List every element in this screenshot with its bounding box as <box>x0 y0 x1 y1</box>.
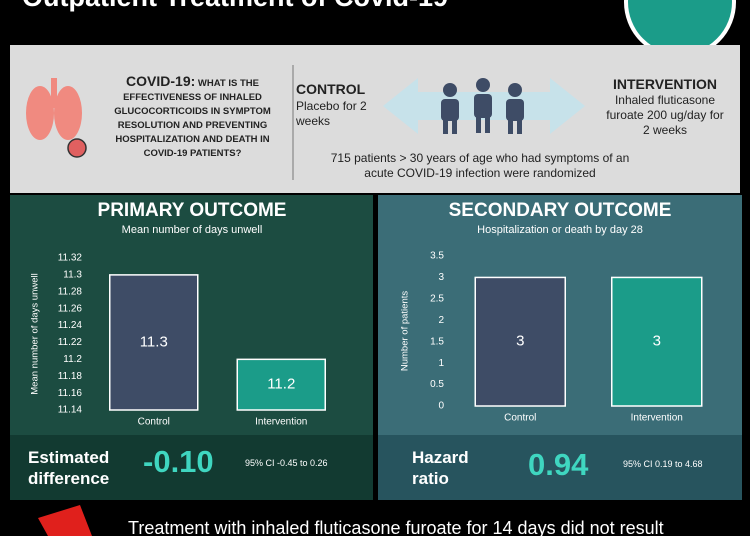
bar <box>236 358 326 411</box>
x-tick-label: Control <box>138 417 170 428</box>
question-lead: COVID-19: <box>126 73 196 89</box>
y-tick-label: 2 <box>438 315 444 326</box>
control-text: Placebo for 2 weeks <box>296 99 367 128</box>
bar <box>474 276 566 407</box>
control-title: CONTROL <box>296 81 366 97</box>
y-tick-label: 0.5 <box>430 379 444 390</box>
y-tick-label: 11.26 <box>58 303 83 314</box>
x-tick-label: Intervention <box>631 413 683 424</box>
secondary-result-panel <box>378 435 742 500</box>
chart-subtitle: Hospitalization or death by day 28 <box>477 224 643 236</box>
y-axis-label: Mean number of days unwell <box>30 273 41 394</box>
y-tick-label: 11.32 <box>58 253 83 264</box>
banner-bg <box>10 45 740 193</box>
result-ci: 95% CI 0.19 to 4.68 <box>623 459 703 469</box>
question-text: WHAT IS THE EFFECTIVENESS OF INHALED GLU… <box>114 78 271 159</box>
bar-value-label: 11.3 <box>140 333 168 350</box>
people-icon <box>441 78 524 134</box>
y-tick-label: 2.5 <box>430 293 444 304</box>
bar <box>109 274 199 411</box>
y-tick-label: 3 <box>438 272 444 283</box>
population: 715 patients > 30 years of age who had s… <box>330 151 630 180</box>
x-tick-label: Control <box>504 413 536 424</box>
lungs-icon <box>26 78 87 158</box>
chart-subtitle: Mean number of days unwell <box>122 224 263 236</box>
result-value: -0.10 <box>143 444 214 479</box>
y-tick-label: 11.16 <box>58 388 83 399</box>
result-value: 0.94 <box>528 447 589 482</box>
y-tick-label: 0 <box>438 401 444 412</box>
result-label: Estimated difference <box>28 448 110 488</box>
chart-title: PRIMARY OUTCOME <box>98 200 287 221</box>
chart-title: SECONDARY OUTCOME <box>449 200 672 221</box>
bar-value-label: 11.2 <box>267 376 295 393</box>
y-tick-label: 11.3 <box>63 270 82 281</box>
title: Outpatient Treatment of Covid-19 <box>22 0 448 13</box>
y-tick-label: 11.18 <box>58 371 83 382</box>
intervention-text: Inhaled fluticasone furoate 200 ug/day f… <box>606 93 724 137</box>
y-tick-label: 11.14 <box>58 405 83 416</box>
y-tick-label: 1.5 <box>430 336 444 347</box>
x-tick-label: Intervention <box>255 417 307 428</box>
result-ci: 95% CI -0.45 to 0.26 <box>245 458 328 468</box>
y-tick-label: 11.24 <box>58 320 83 331</box>
y-axis-label: Number of patients <box>400 291 411 372</box>
alert-icon <box>38 505 92 536</box>
y-tick-label: 1 <box>438 358 444 369</box>
result-label: Hazard ratio <box>412 448 469 488</box>
y-tick-label: 11.22 <box>58 337 83 348</box>
y-tick-label: 11.2 <box>63 354 82 365</box>
bar-value-label: 3 <box>653 333 661 350</box>
y-tick-label: 3.5 <box>430 251 444 262</box>
y-tick-label: 11.28 <box>58 286 83 297</box>
bar-value-label: 3 <box>516 333 524 350</box>
question: COVID-19: WHAT IS THE EFFECTIVENESS OF I… <box>100 74 285 161</box>
footer-text: Treatment with inhaled fluticasone furoa… <box>128 518 664 536</box>
primary-result-panel <box>10 435 373 500</box>
bar <box>611 276 703 407</box>
intervention-title: INTERVENTION <box>613 76 717 92</box>
